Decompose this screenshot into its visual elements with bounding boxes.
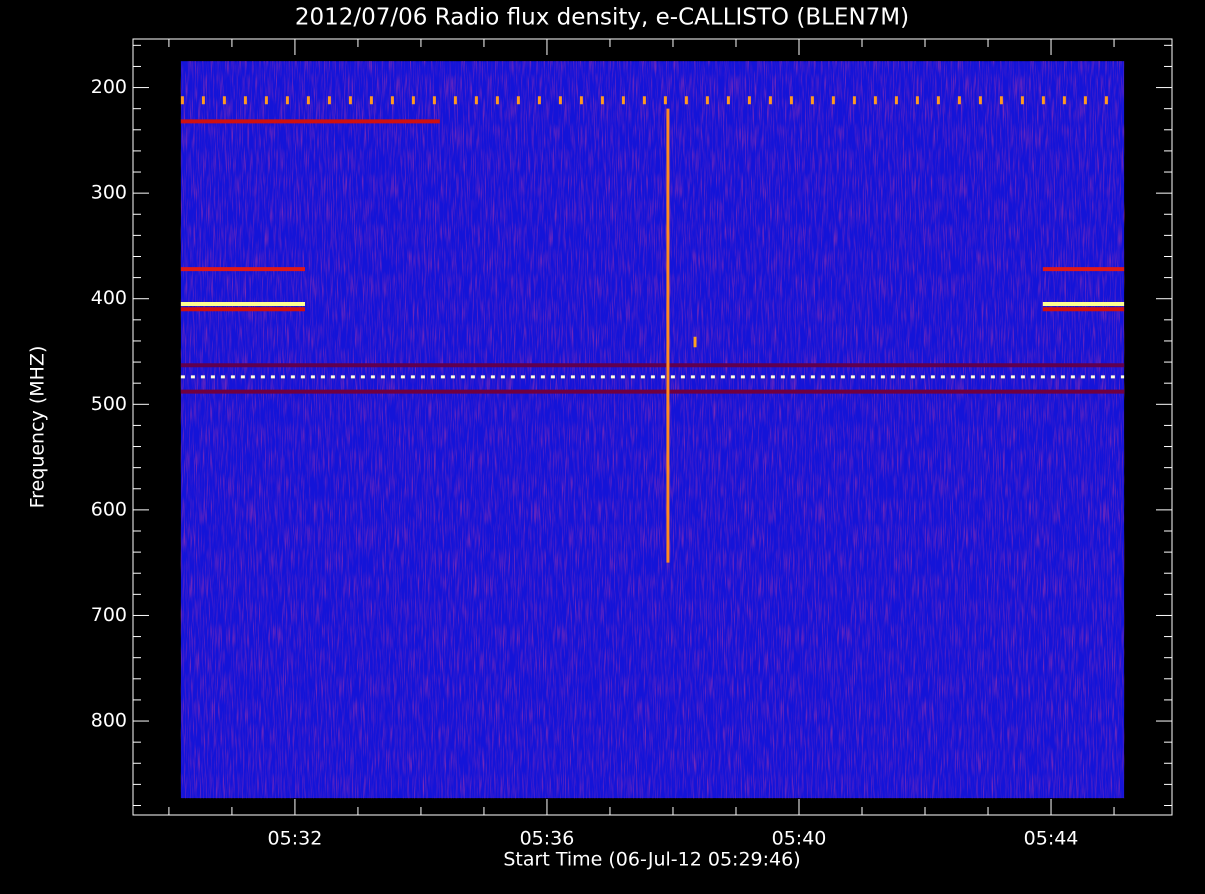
noise-texture (180, 61, 1125, 799)
x-tick-label: 05:44 (1024, 828, 1079, 850)
x-tick-label: 05:40 (772, 828, 827, 850)
chart-title: 2012/07/06 Radio flux density, e-CALLIST… (295, 5, 909, 31)
plot-area (180, 61, 1125, 799)
y-tick-label: 300 (91, 182, 127, 204)
x-axis-label: Start Time (06-Jul-12 05:29:46) (503, 849, 800, 871)
y-axis-label: Frequency (MHZ) (27, 346, 49, 509)
plot-frame (132, 38, 1173, 816)
y-tick-label: 700 (91, 604, 127, 626)
y-tick-label: 200 (91, 76, 127, 98)
x-tick-label: 05:36 (520, 828, 575, 850)
y-tick-label: 400 (91, 287, 127, 309)
y-tick-label: 800 (91, 710, 127, 732)
x-tick-label: 05:32 (268, 828, 323, 850)
y-tick-label: 500 (91, 393, 127, 415)
y-tick-label: 600 (91, 498, 127, 520)
